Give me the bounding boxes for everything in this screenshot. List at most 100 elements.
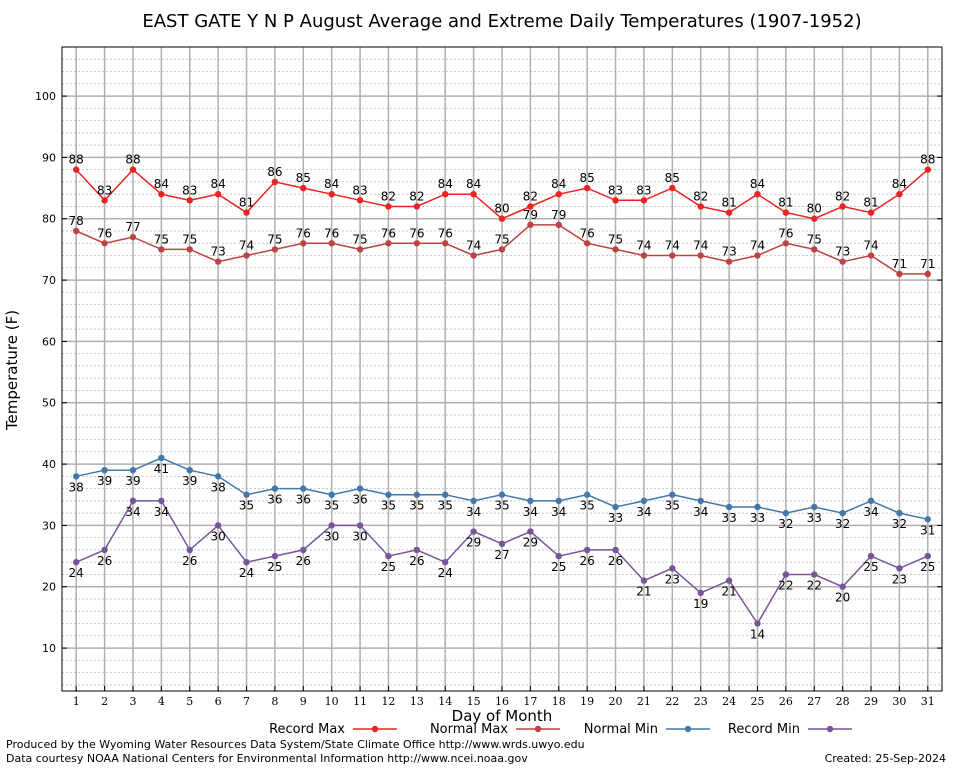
data-label: 88 (125, 153, 140, 167)
data-point (555, 552, 562, 560)
data-label: 33 (608, 511, 623, 525)
data-point (697, 203, 704, 210)
data-point (356, 197, 364, 204)
y-tick-label: 10 (42, 642, 56, 655)
data-point (527, 528, 534, 535)
data-point (498, 215, 506, 222)
data-label: 77 (125, 220, 140, 234)
x-tick-label: 13 (410, 695, 424, 708)
data-point (158, 191, 165, 198)
data-label: 35 (438, 499, 453, 513)
data-label: 75 (494, 232, 509, 246)
data-label: 30 (352, 529, 367, 543)
data-label: 23 (892, 572, 907, 586)
legend-item: Record Max (269, 722, 397, 737)
data-label: 31 (920, 523, 935, 537)
data-label: 39 (125, 474, 140, 488)
data-point (413, 240, 421, 247)
data-label: 32 (778, 517, 793, 531)
data-point (385, 552, 392, 560)
x-tick-label: 20 (609, 695, 623, 708)
data-label: 26 (580, 554, 595, 568)
data-label: 83 (352, 183, 367, 197)
data-label: 82 (409, 189, 424, 203)
data-label: 24 (69, 566, 84, 580)
data-label: 39 (182, 474, 197, 488)
x-tick-label: 29 (864, 695, 878, 708)
data-point (612, 546, 619, 554)
data-point (300, 184, 307, 192)
data-label: 34 (466, 505, 481, 519)
data-point (214, 191, 222, 198)
legend-label: Normal Min (584, 722, 658, 737)
data-label: 85 (580, 171, 595, 185)
x-tick-label: 25 (750, 695, 764, 708)
x-tick-label: 26 (779, 695, 793, 708)
data-point (527, 203, 534, 210)
data-label: 32 (892, 517, 907, 531)
data-point (754, 252, 761, 259)
data-label: 84 (154, 177, 169, 191)
y-tick-label: 100 (35, 90, 56, 103)
x-tick-label: 8 (271, 695, 278, 708)
major-gridlines (62, 47, 942, 691)
data-point (271, 246, 279, 253)
credit-line-2: Data courtesy NOAA National Centers for … (6, 752, 528, 765)
data-point (186, 546, 193, 554)
data-point (356, 246, 364, 253)
data-label: 34 (154, 505, 169, 519)
x-tick-label: 30 (892, 695, 906, 708)
data-point (896, 270, 903, 278)
y-tick-label: 90 (42, 151, 56, 164)
x-tick-label: 21 (637, 695, 651, 708)
data-point (101, 467, 108, 474)
data-label: 22 (807, 578, 822, 592)
data-label: 34 (693, 505, 708, 519)
legend-label: Normal Max (430, 722, 508, 737)
data-point (129, 467, 137, 474)
data-point (214, 473, 222, 480)
legend-label: Record Min (728, 722, 800, 737)
data-point (669, 491, 676, 498)
data-label: 32 (835, 517, 850, 531)
data-point (300, 240, 307, 247)
data-label: 76 (409, 226, 424, 240)
legend-label: Record Max (269, 722, 345, 737)
data-point (811, 571, 818, 578)
data-label: 74 (239, 239, 254, 253)
data-point (555, 221, 562, 229)
y-tick-label: 50 (42, 397, 56, 410)
data-label: 36 (352, 493, 367, 507)
data-label: 76 (438, 226, 453, 240)
data-point (782, 571, 790, 578)
data-label: 25 (267, 560, 282, 574)
data-point (442, 240, 449, 247)
data-label: 81 (778, 196, 793, 210)
data-label: 35 (494, 499, 509, 513)
y-axis-label: Temperature (F) (3, 310, 21, 431)
data-point (669, 565, 676, 572)
data-label: 34 (636, 505, 651, 519)
data-point (470, 252, 477, 259)
data-label: 82 (693, 189, 708, 203)
data-label: 33 (721, 511, 736, 525)
x-tick-label: 3 (129, 695, 136, 708)
data-label: 88 (69, 153, 84, 167)
data-point (328, 240, 335, 247)
data-label: 82 (381, 189, 396, 203)
x-tick-label: 27 (807, 695, 821, 708)
data-label: 25 (551, 560, 566, 574)
data-label: 35 (665, 499, 680, 513)
data-label: 29 (466, 536, 481, 550)
data-label: 80 (807, 202, 822, 216)
data-point (101, 197, 108, 204)
data-label: 21 (636, 585, 651, 599)
data-label: 81 (721, 196, 736, 210)
data-point (583, 184, 591, 192)
data-label: 27 (494, 548, 509, 562)
data-label: 23 (665, 572, 680, 586)
data-point (583, 240, 591, 247)
data-point (101, 240, 108, 247)
legend: Record Max Normal Max Normal Min Record Min (269, 722, 852, 737)
